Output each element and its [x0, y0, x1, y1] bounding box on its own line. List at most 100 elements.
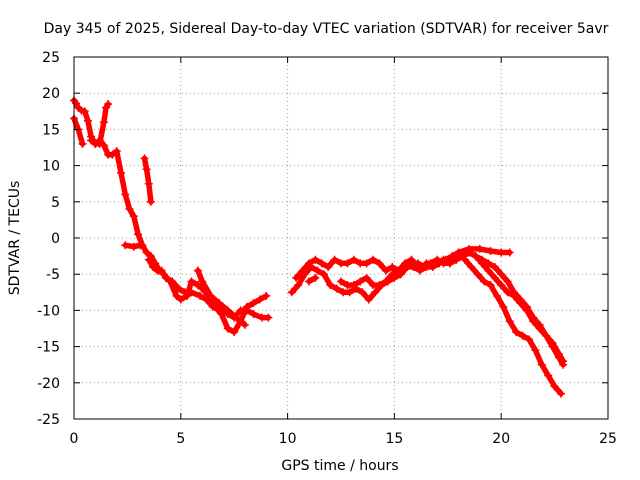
data-point [544, 371, 553, 380]
data-point [249, 299, 258, 308]
data-point [121, 241, 130, 250]
data-point [401, 259, 410, 268]
data-point [104, 100, 113, 109]
data-point [317, 259, 326, 268]
data-point [497, 270, 506, 279]
data-point [388, 270, 397, 279]
data-point [375, 281, 384, 290]
data-point [522, 306, 531, 315]
data-series [304, 273, 320, 286]
data-series [121, 241, 145, 251]
data-point [524, 335, 533, 344]
data-point [264, 313, 273, 322]
data-point [176, 295, 185, 304]
data-series [287, 248, 566, 398]
data-point [443, 255, 452, 264]
data-point [249, 310, 258, 319]
data-point [140, 154, 149, 163]
data-point [208, 302, 217, 311]
data-point [206, 291, 215, 300]
data-point [142, 165, 151, 174]
x-axis-label: GPS time / hours [281, 458, 398, 474]
data-series [144, 255, 273, 322]
data-point [330, 255, 339, 264]
y-tick-label: -20 [37, 376, 60, 392]
data-point [129, 242, 138, 251]
data-point [349, 281, 358, 290]
data-point [294, 281, 303, 290]
data-point [550, 382, 559, 391]
data-point [531, 346, 540, 355]
grid-lines [74, 57, 608, 419]
series-trace [141, 155, 154, 205]
data-point [144, 179, 153, 188]
data-point [375, 259, 384, 268]
y-tick-label: -15 [37, 340, 60, 356]
data-point [364, 295, 373, 304]
data-point [99, 118, 108, 127]
data-point [91, 139, 100, 148]
x-tick-label: 15 [385, 431, 403, 447]
data-point [83, 116, 92, 125]
data-point [381, 277, 390, 286]
data-point [161, 273, 170, 282]
data-point [473, 270, 482, 279]
data-point [255, 295, 264, 304]
data-point [332, 284, 341, 293]
data-point [422, 259, 431, 268]
data-point [454, 248, 463, 257]
data-point [168, 277, 177, 286]
data-point [223, 324, 232, 333]
data-point [324, 262, 333, 271]
data-point [304, 277, 313, 286]
data-point [505, 248, 514, 257]
data-point [146, 197, 155, 206]
data-point [80, 107, 89, 116]
data-point [304, 259, 313, 268]
data-point [125, 205, 134, 214]
x-tick-label: 10 [279, 431, 297, 447]
data-point [358, 288, 367, 297]
data-point [490, 262, 499, 271]
data-point [136, 241, 145, 250]
series-trace [289, 249, 564, 397]
data-point [198, 277, 207, 286]
data-point [394, 266, 403, 275]
axis-ticks [73, 56, 609, 420]
data-point [465, 244, 474, 253]
data-point [486, 281, 495, 290]
data-point [497, 281, 506, 290]
data-point [516, 299, 525, 308]
data-points [70, 96, 568, 398]
data-point [193, 281, 202, 290]
data-point [157, 266, 166, 275]
data-point [486, 247, 495, 256]
data-point [535, 324, 544, 333]
series-trace [88, 137, 269, 335]
data-point [311, 273, 320, 282]
data-point [388, 262, 397, 271]
data-point [112, 147, 121, 156]
data-point [548, 338, 557, 347]
data-point [512, 328, 521, 337]
data-series [87, 136, 271, 337]
data-point [537, 360, 546, 369]
y-tick-label: 10 [42, 159, 60, 175]
data-point [172, 291, 181, 300]
data-point [292, 273, 301, 282]
x-tick-label: 5 [176, 431, 185, 447]
data-series [193, 266, 249, 329]
data-point [215, 299, 224, 308]
y-tick-label: -10 [37, 303, 60, 319]
y-tick-label: -25 [37, 412, 60, 428]
y-tick-label: 0 [51, 231, 60, 247]
data-point [116, 168, 125, 177]
data-point [243, 306, 252, 315]
data-point [362, 273, 371, 282]
data-point [319, 270, 328, 279]
data-point [343, 259, 352, 268]
data-point [349, 255, 358, 264]
data-point [298, 266, 307, 275]
x-tick-label: 25 [599, 431, 617, 447]
